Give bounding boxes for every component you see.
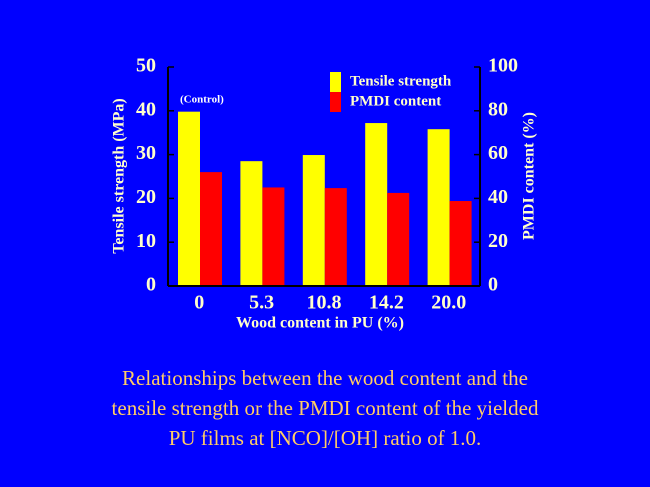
y2-tick-label: 80 bbox=[488, 98, 508, 120]
bar bbox=[427, 129, 450, 286]
x-tick-label: 14.2 bbox=[369, 292, 404, 314]
x-tick-label: 20.0 bbox=[431, 292, 466, 314]
x-tick-label: 0 bbox=[194, 292, 204, 314]
bar bbox=[262, 187, 285, 286]
y-axis-title: Tensile strength (MPa) bbox=[111, 98, 128, 254]
y-tick-label: 30 bbox=[136, 142, 156, 164]
x-axis-title: Wood content in PU (%) bbox=[236, 315, 404, 332]
annotation: (Control) bbox=[180, 94, 224, 106]
bar bbox=[449, 201, 472, 286]
legend-swatch bbox=[330, 72, 341, 92]
x-tick-label: 5.3 bbox=[249, 292, 274, 314]
bar bbox=[365, 123, 388, 287]
y-tick-label: 40 bbox=[136, 98, 156, 120]
legend-label: PMDI content bbox=[350, 93, 441, 109]
y2-tick-label: 0 bbox=[488, 274, 498, 296]
y2-tick-label: 20 bbox=[488, 230, 508, 252]
y-tick-label: 0 bbox=[146, 274, 156, 296]
y-tick-label: 10 bbox=[136, 230, 156, 252]
y-tick-label: 20 bbox=[136, 186, 156, 208]
caption-line: Relationships between the wood content a… bbox=[122, 366, 528, 390]
y2-tick-label: 60 bbox=[488, 142, 508, 164]
y-tick-label: 50 bbox=[136, 55, 156, 77]
y2-tick-label: 40 bbox=[488, 186, 508, 208]
legend-label: Tensile strength bbox=[350, 73, 452, 89]
bar bbox=[387, 192, 410, 286]
bar bbox=[200, 172, 222, 286]
bar bbox=[302, 155, 325, 286]
y2-axis-title: PMDI content (%) bbox=[521, 112, 538, 240]
bar bbox=[178, 111, 200, 287]
caption-line: PU films at [NCO]/[OH] ratio of 1.0. bbox=[169, 426, 482, 450]
bar bbox=[324, 188, 347, 286]
y2-tick-label: 100 bbox=[488, 55, 518, 77]
x-tick-label: 10.8 bbox=[307, 292, 342, 314]
legend-swatch bbox=[330, 92, 341, 112]
bar bbox=[240, 161, 263, 286]
caption-line: tensile strength or the PMDI content of … bbox=[112, 396, 539, 420]
